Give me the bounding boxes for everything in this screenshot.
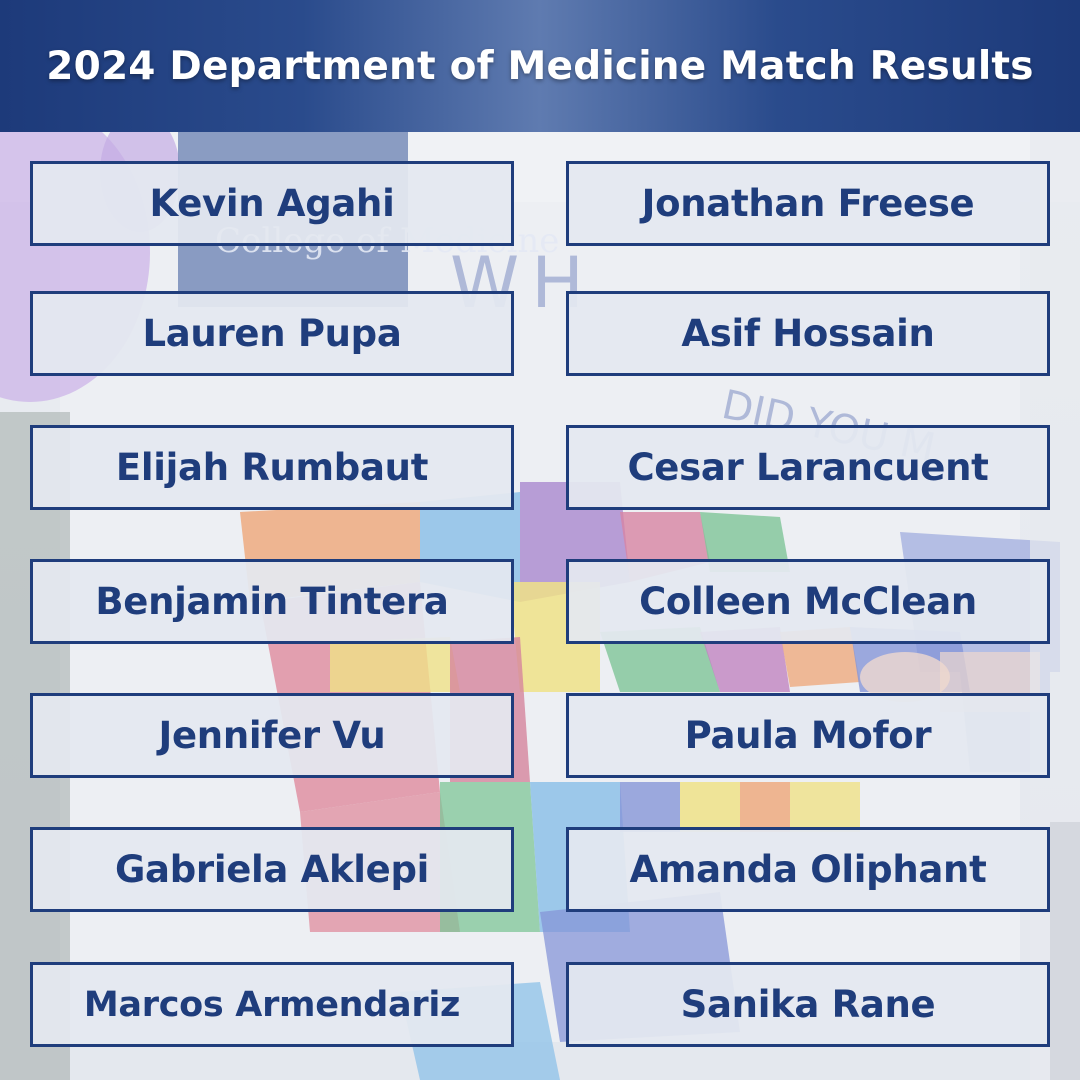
name-text: Amanda Oliphant <box>629 848 987 891</box>
name-card: Gabriela Aklepi <box>30 827 514 912</box>
name-text: Cesar Larancuent <box>627 446 989 489</box>
name-card: Amanda Oliphant <box>566 827 1050 912</box>
name-text: Colleen McClean <box>639 580 977 623</box>
name-text: Gabriela Aklepi <box>114 848 430 891</box>
name-card: Benjamin Tintera <box>30 559 514 644</box>
name-text: Kevin Agahi <box>149 182 395 225</box>
page-title: 2024 Department of Medicine Match Result… <box>46 43 1034 89</box>
name-text: Asif Hossain <box>681 312 935 355</box>
name-card: Asif Hossain <box>566 291 1050 376</box>
name-text: Elijah Rumbaut <box>115 446 429 489</box>
name-text: Jonathan Freese <box>641 182 975 225</box>
name-card: Jonathan Freese <box>566 161 1050 246</box>
name-text: Lauren Pupa <box>142 312 402 355</box>
name-text: Marcos Armendariz <box>83 984 461 1025</box>
name-card: Jennifer Vu <box>30 693 514 778</box>
name-card: Sanika Rane <box>566 962 1050 1047</box>
name-card: Elijah Rumbaut <box>30 425 514 510</box>
name-card: Cesar Larancuent <box>566 425 1050 510</box>
name-text: Benjamin Tintera <box>95 580 449 623</box>
name-card: Paula Mofor <box>566 693 1050 778</box>
name-text: Sanika Rane <box>680 983 936 1026</box>
name-card: Marcos Armendariz <box>30 962 514 1047</box>
name-card: Colleen McClean <box>566 559 1050 644</box>
title-banner: 2024 Department of Medicine Match Result… <box>0 0 1080 132</box>
name-text: Paula Mofor <box>684 714 932 757</box>
name-text: Jennifer Vu <box>158 714 386 757</box>
name-card: Kevin Agahi <box>30 161 514 246</box>
name-card: Lauren Pupa <box>30 291 514 376</box>
